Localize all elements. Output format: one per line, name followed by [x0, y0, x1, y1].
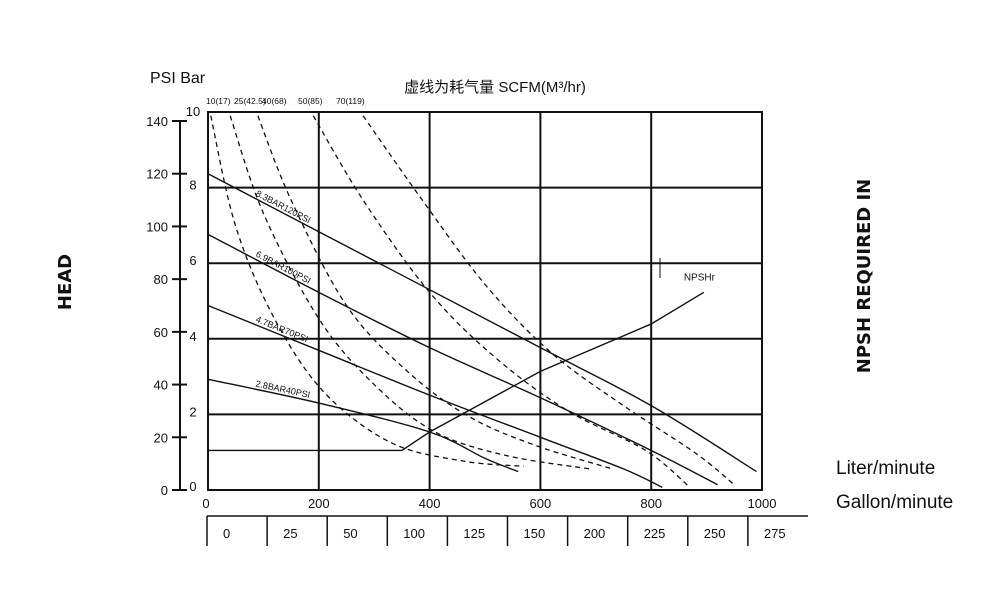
- axes: [172, 120, 808, 546]
- air-consumption-label: 70(119): [336, 96, 365, 106]
- liter-tick-label: 200: [308, 496, 330, 511]
- chart-title: 虚线为耗气量 SCFM(M³/hr): [404, 79, 586, 96]
- x-axis-liter-label: Liter/minute: [836, 458, 936, 479]
- bar-tick-label: 10: [186, 104, 200, 119]
- series-label-4: 2.8BAR40PSI: [255, 379, 311, 400]
- air-curve-4: [312, 115, 691, 488]
- right-axis-label: NPSH REQUIRED IN: [854, 179, 875, 373]
- liter-tick-label: 1000: [748, 496, 777, 511]
- gallon-tick-label: 0: [223, 526, 230, 541]
- gallon-tick-label: 100: [403, 526, 425, 541]
- gallon-tick-label: 250: [704, 526, 726, 541]
- gallon-tick-label: 275: [764, 526, 786, 541]
- series-label-1: 8.3BAR120PSI: [254, 188, 312, 225]
- grid: [207, 111, 763, 491]
- psi-tick-label: 120: [146, 167, 168, 182]
- air-consumption-curves: [210, 115, 735, 488]
- air-curve-2: [229, 115, 591, 470]
- bar-tick-label: 4: [189, 329, 196, 344]
- bar-tick-label: 0: [189, 479, 196, 494]
- air-curve-5: [362, 115, 735, 486]
- air-curve-3: [257, 115, 613, 470]
- series-line-npshr: [208, 291, 705, 452]
- gallon-tick-label: 200: [584, 526, 606, 541]
- bar-tick-label: 8: [189, 178, 196, 193]
- gallon-tick-label: 150: [524, 526, 546, 541]
- air-consumption-label: 10(17): [206, 96, 231, 106]
- psi-tick-label: 0: [161, 483, 168, 498]
- psi-tick-label: 80: [154, 272, 168, 287]
- psi-tick-label: 140: [146, 114, 168, 129]
- x-axis-gallon-label: Gallon/minute: [836, 492, 954, 513]
- gallon-tick-label: 50: [343, 526, 357, 541]
- liter-tick-label: 0: [202, 496, 209, 511]
- liter-tick-label: 400: [419, 496, 441, 511]
- bar-tick-label: 6: [189, 253, 196, 268]
- left-axis-units-label: PSI Bar: [150, 70, 206, 87]
- series-line-4.7bar70psi: [207, 304, 663, 488]
- air-consumption-label: 25(42.5): [234, 96, 266, 106]
- psi-tick-label: 100: [146, 219, 168, 234]
- head-series: 8.3BAR120PSI6.9BAR100PSI4.7BAR70PSI2.8BA…: [207, 173, 757, 488]
- gallon-tick-label: 25: [283, 526, 297, 541]
- series-line-2.8bar40psi: [207, 378, 519, 473]
- series-line-6.9bar100psi: [207, 233, 719, 486]
- series-label-npshr: NPSHr: [684, 272, 716, 283]
- liter-tick-label: 600: [530, 496, 552, 511]
- air-consumption-label: 50(85): [298, 96, 323, 106]
- gallon-tick-label: 125: [463, 526, 485, 541]
- left-axis-label: HEAD: [55, 254, 76, 310]
- gallon-tick-label: 225: [644, 526, 666, 541]
- air-consumption-label: 40(68): [262, 96, 287, 106]
- plot-frame: [207, 111, 763, 491]
- psi-tick-label: 60: [154, 325, 168, 340]
- psi-tick-label: 40: [154, 378, 168, 393]
- air-curve-1: [210, 115, 524, 467]
- series-line-8.3bar120psi: [207, 173, 757, 473]
- bar-tick-label: 2: [189, 404, 196, 419]
- liter-tick-label: 800: [640, 496, 662, 511]
- psi-tick-label: 20: [154, 430, 168, 445]
